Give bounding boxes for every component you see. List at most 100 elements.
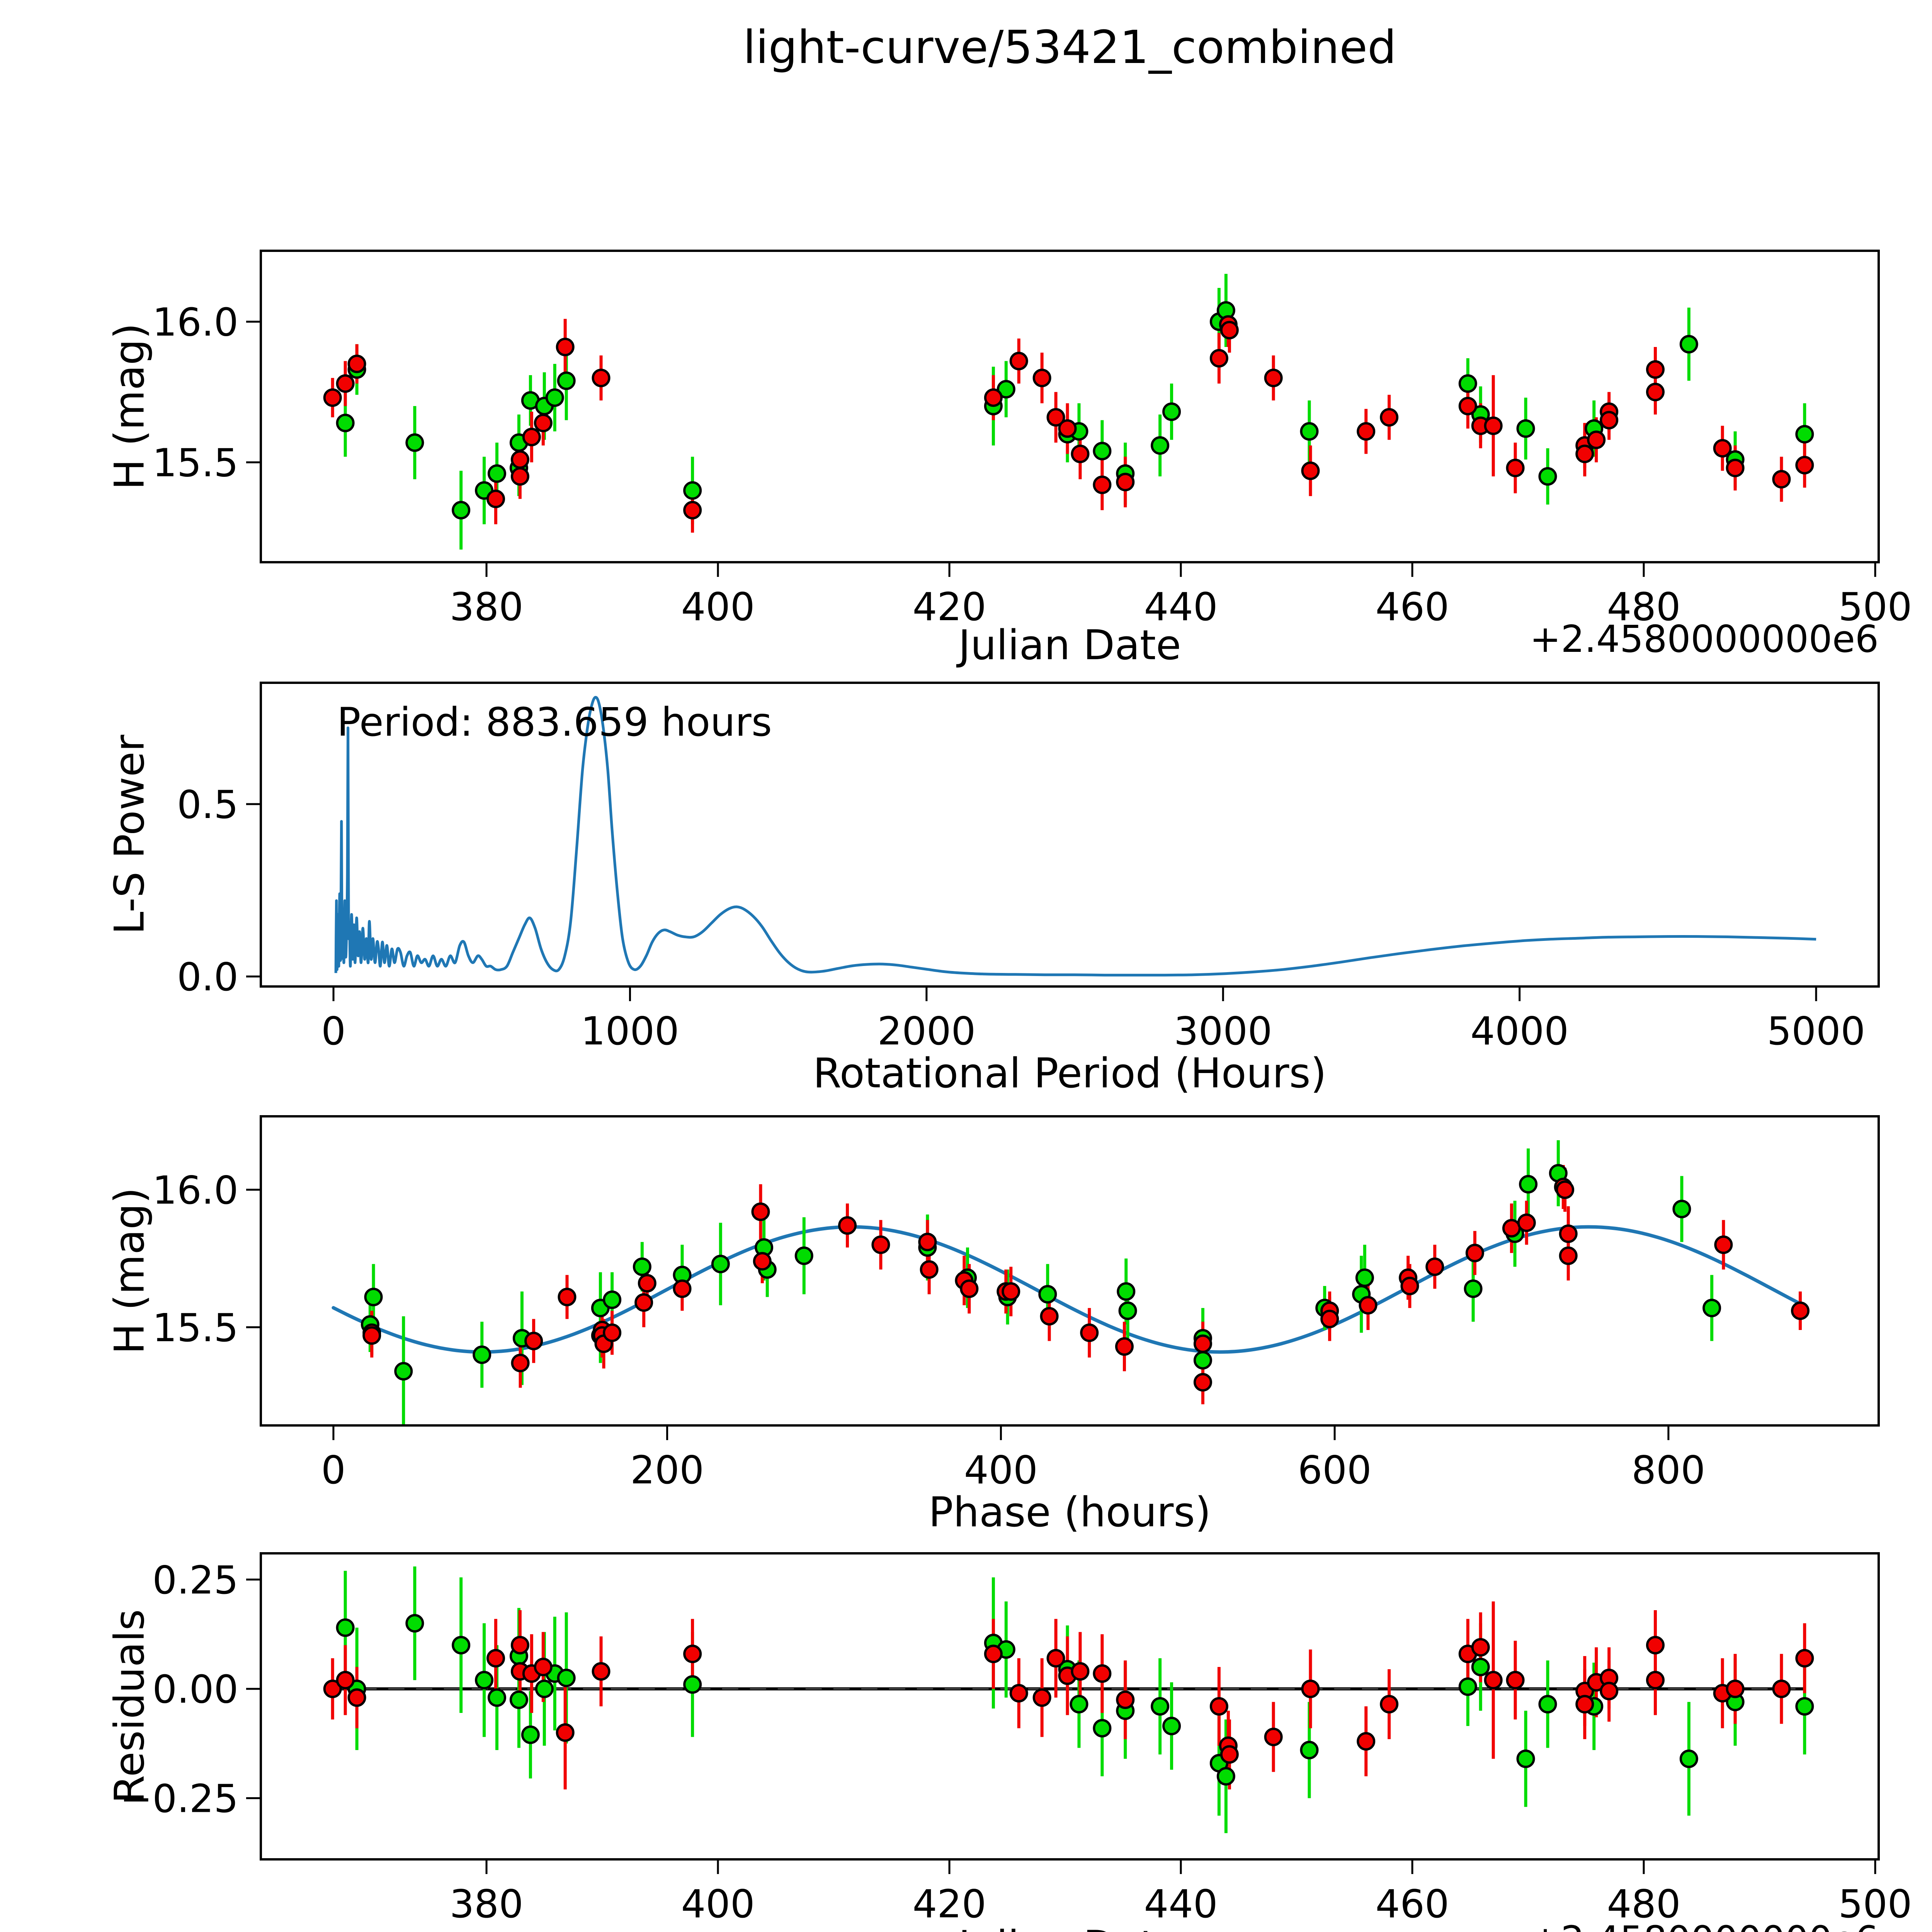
green-data-point: [557, 371, 576, 390]
x-tick-label: 200: [630, 1447, 704, 1493]
red-data-point: [1301, 1679, 1320, 1698]
red-data-point: [1556, 1180, 1575, 1199]
green-data-point: [364, 1287, 383, 1306]
x-tick-label: 400: [681, 584, 755, 629]
red-data-point: [1714, 1235, 1733, 1254]
red-data-point: [1713, 439, 1732, 458]
green-data-point: [509, 1690, 528, 1709]
axes-spines: [260, 1115, 1880, 1427]
x-tick-label: 460: [1376, 584, 1449, 629]
axes-spines: [260, 682, 1880, 988]
green-data-point: [487, 464, 506, 483]
green-data-point: [521, 1725, 540, 1744]
red-data-point: [918, 1233, 937, 1252]
red-data-point: [1046, 1649, 1065, 1668]
x-tick-label: 480: [1607, 584, 1681, 629]
red-data-point: [638, 1274, 656, 1293]
y-tick-label: 0.00: [152, 1667, 238, 1712]
red-data-point: [1301, 461, 1320, 480]
red-data-point: [1772, 1679, 1791, 1698]
residuals-x-offset: +2.4580000000e6: [1530, 1918, 1879, 1932]
lightcurve-x-offset: +2.4580000000e6: [1530, 617, 1879, 661]
red-data-point: [1209, 349, 1228, 368]
green-data-point: [473, 1345, 492, 1364]
red-data-point: [1032, 369, 1051, 388]
red-data-point: [1600, 1682, 1619, 1701]
red-data-point: [1646, 360, 1665, 379]
red-data-point: [1506, 1671, 1525, 1690]
green-data-point: [794, 1246, 813, 1265]
red-data-point: [1058, 419, 1077, 438]
red-data-point: [1071, 1662, 1090, 1681]
periodogram-period-annotation: Period: 883.659 hours: [337, 699, 772, 745]
periodogram-curve: [334, 696, 1816, 977]
green-data-point: [1162, 1716, 1181, 1735]
red-data-point: [1400, 1277, 1419, 1296]
y-tick-label: 16.0: [152, 299, 238, 345]
green-data-point: [487, 1688, 506, 1707]
green-data-point: [1151, 436, 1170, 455]
green-data-point: [1519, 1175, 1538, 1194]
red-data-point: [592, 1662, 611, 1681]
green-data-point: [1070, 1695, 1088, 1714]
green-data-point: [1538, 1695, 1557, 1714]
red-data-point: [1559, 1246, 1578, 1265]
green-data-point: [1679, 1749, 1698, 1768]
green-data-point: [711, 1255, 730, 1274]
y-tick-label: 0.5: [177, 782, 238, 827]
red-data-point: [1575, 1695, 1594, 1714]
red-data-point: [592, 369, 611, 388]
red-data-point: [1116, 473, 1135, 492]
red-data-point: [511, 1354, 530, 1372]
green-data-point: [1300, 1741, 1319, 1760]
red-data-point: [984, 388, 1003, 407]
green-data-point: [1355, 1268, 1374, 1287]
red-data-point: [1795, 456, 1814, 474]
x-tick-label: 440: [1144, 1881, 1218, 1927]
green-data-point: [405, 433, 424, 452]
red-data-point: [486, 1649, 505, 1668]
red-data-point: [534, 1658, 553, 1677]
red-data-point: [683, 501, 702, 520]
red-data-point: [673, 1279, 692, 1298]
red-data-point: [510, 1636, 529, 1655]
red-data-point: [1484, 416, 1503, 435]
red-data-point: [683, 1645, 702, 1663]
red-data-point: [556, 338, 575, 357]
periodogram-plot-area: 0 1000 2000 3000 4000 5000 0.0 0.5: [177, 682, 1880, 1054]
red-data-point: [1080, 1323, 1099, 1342]
green-data-point: [394, 1362, 413, 1381]
red-data-point: [1116, 1690, 1135, 1709]
green-data-point: [1795, 1697, 1814, 1716]
red-data-point: [347, 354, 366, 373]
red-data-point: [1264, 369, 1283, 388]
green-data-point: [1093, 442, 1112, 461]
red-data-point: [1380, 408, 1399, 427]
x-tick-label: 400: [964, 1447, 1038, 1493]
green-data-point: [1118, 1301, 1137, 1320]
red-data-point: [1575, 444, 1594, 463]
green-data-point: [633, 1257, 651, 1276]
phased-plot-area: 0 200 400 600 800 16.0 15.5: [152, 1115, 1880, 1493]
y-tick-label: 16.0: [152, 1168, 238, 1213]
red-data-point: [1484, 1671, 1503, 1690]
red-data-point: [1193, 1373, 1212, 1392]
red-data-point: [751, 1202, 770, 1221]
green-data-point: [1193, 1351, 1212, 1370]
red-data-point: [1517, 1213, 1536, 1232]
y-tick-label: 15.5: [152, 1305, 238, 1350]
red-data-point: [1458, 396, 1477, 415]
red-data-point: [1046, 408, 1065, 427]
red-data-point: [1320, 1310, 1339, 1328]
red-data-point: [838, 1216, 857, 1235]
x-tick-label: 0: [321, 1447, 346, 1493]
red-data-point: [1009, 1684, 1028, 1703]
y-tick-label: −0.25: [120, 1776, 238, 1821]
green-data-point: [452, 501, 471, 520]
green-data-point: [475, 1671, 494, 1690]
y-tick-label: 0.25: [152, 1558, 238, 1603]
green-data-point: [603, 1290, 622, 1309]
green-data-point: [1117, 1282, 1136, 1301]
green-data-point: [1300, 422, 1319, 441]
periodogram-ylabel: L-S Power: [105, 735, 153, 935]
